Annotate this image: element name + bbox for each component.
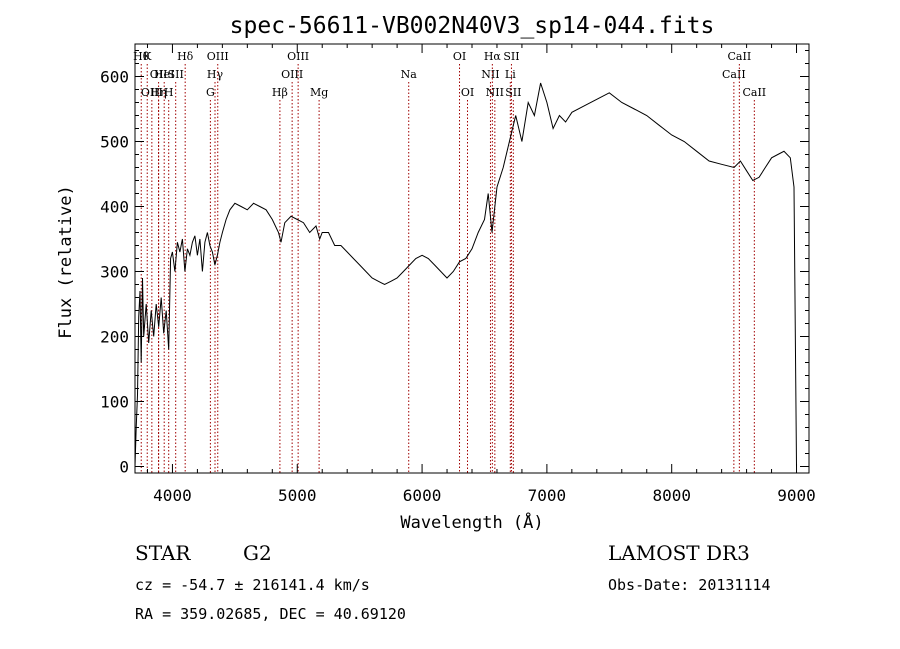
coordinates-text: RA = 359.02685, DEC = 40.69120 xyxy=(135,605,406,623)
line-marker-label: SII xyxy=(168,68,184,81)
x-tick-label: 8000 xyxy=(652,486,691,505)
object-subclass: G2 xyxy=(243,541,272,565)
line-marker-label: CaII xyxy=(742,86,766,99)
line-marker-label: Hδ xyxy=(177,50,194,63)
x-tick-label: 7000 xyxy=(528,486,567,505)
line-marker-label: Hβ xyxy=(272,86,288,99)
line-marker-label: Hθ xyxy=(133,50,150,63)
y-tick-label: 600 xyxy=(100,68,129,87)
line-marker-label: Hη xyxy=(150,86,166,99)
line-marker-label: CaII xyxy=(728,50,752,63)
line-marker-label: Na xyxy=(401,68,418,81)
y-tick-label: 200 xyxy=(100,328,129,347)
line-marker-label: Mg xyxy=(310,86,328,99)
line-markers: HθKOIIHeIHOIIIHηSIIHδGHγOIIIHβOIIIOIIIMg… xyxy=(133,50,766,473)
line-marker-label: NII xyxy=(481,68,499,81)
line-marker-label: OIII xyxy=(207,50,229,63)
y-axis-label: Flux (relative) xyxy=(56,185,76,339)
spectrum-line xyxy=(134,82,797,467)
object-class: STAR xyxy=(135,541,191,565)
line-marker-label: Hγ xyxy=(207,68,224,81)
line-marker-label: OIII xyxy=(281,68,303,81)
x-tick-label: 6000 xyxy=(403,486,442,505)
x-tick-label: 9000 xyxy=(777,486,816,505)
line-marker-label: G xyxy=(206,86,215,99)
line-marker-label: NII xyxy=(486,86,504,99)
line-marker-label: HeI xyxy=(154,68,174,81)
plot-frame xyxy=(134,43,810,474)
line-marker-label: OIII xyxy=(141,86,163,99)
survey-name: LAMOST DR3 xyxy=(608,541,750,565)
y-tick-label: 0 xyxy=(119,458,129,477)
line-marker-label: OII xyxy=(150,68,168,81)
line-marker-label: CaII xyxy=(722,68,746,81)
line-marker-label: SII xyxy=(505,86,521,99)
line-marker-label: OI xyxy=(461,86,474,99)
line-marker-label: Hα xyxy=(484,50,502,63)
line-marker-label: OIII xyxy=(287,50,309,63)
y-tick-label: 500 xyxy=(100,133,129,152)
y-tick-label: 400 xyxy=(100,198,129,217)
line-marker-label: Li xyxy=(505,68,516,81)
obs-date-text: Obs-Date: 20131114 xyxy=(608,576,771,594)
x-tick-label: 4000 xyxy=(153,486,192,505)
line-marker-label: H xyxy=(164,86,174,99)
y-tick-label: 300 xyxy=(100,263,129,282)
y-axis-ticks: 0 100 200 300 400 500 600 xyxy=(100,50,809,477)
line-marker-label: K xyxy=(143,50,152,63)
y-tick-label: 100 xyxy=(100,393,129,412)
x-tick-label: 5000 xyxy=(278,486,317,505)
line-marker-label: OI xyxy=(453,50,466,63)
x-axis-ticks: 4000 5000 6000 7000 8000 9000 xyxy=(146,44,816,505)
x-axis-label: Wavelength (Å) xyxy=(400,511,543,533)
line-marker-label: SII xyxy=(503,50,519,63)
redshift-text: cz = -54.7 ± 216141.4 km/s xyxy=(135,576,370,594)
chart-title: spec-56611-VB002N40V3_sp14-044.fits xyxy=(230,13,715,39)
